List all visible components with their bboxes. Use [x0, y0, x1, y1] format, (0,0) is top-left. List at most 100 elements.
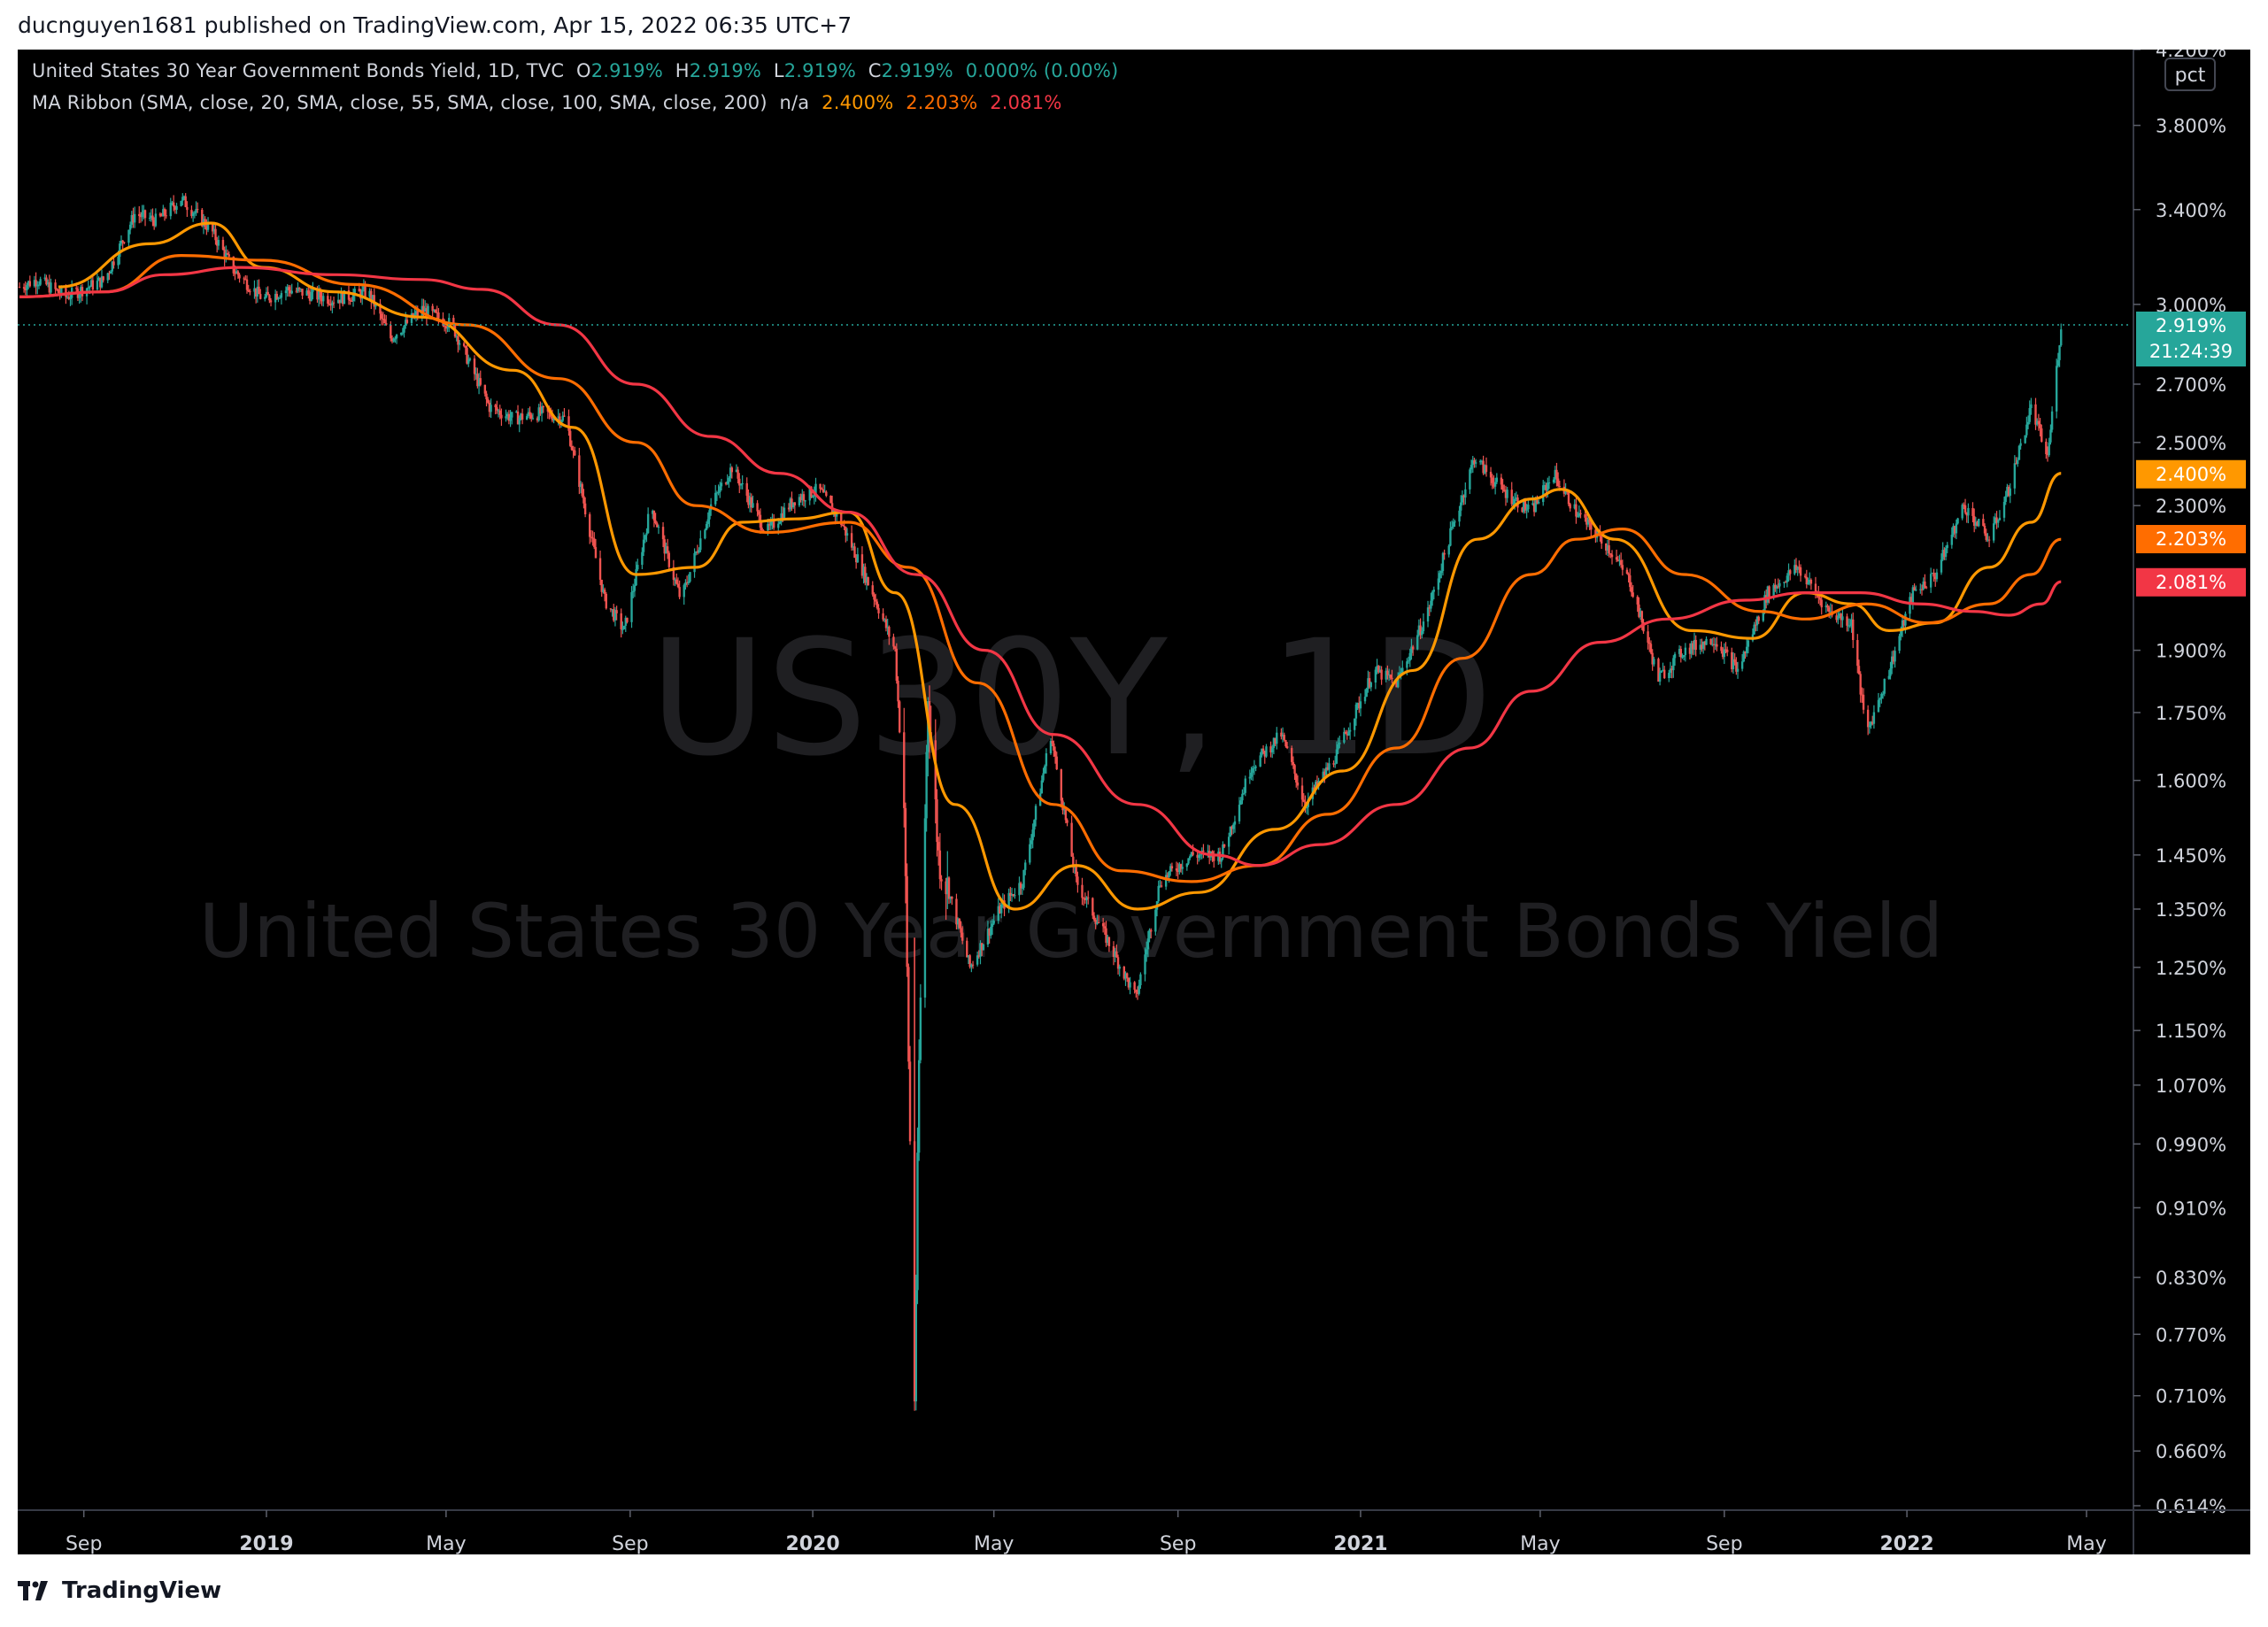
- candle-body: [360, 289, 364, 299]
- candle-body: [789, 498, 791, 510]
- candle-body: [1315, 782, 1319, 786]
- candle-body: [1794, 565, 1798, 570]
- candle-body: [1787, 570, 1790, 576]
- candle-body: [24, 288, 27, 290]
- candle-body: [1985, 533, 1987, 540]
- candle-body: [1332, 763, 1335, 765]
- price-tick-label: 3.400%: [2156, 200, 2226, 221]
- candle-body: [916, 1153, 919, 1291]
- price-tick-label: 0.990%: [2156, 1134, 2226, 1155]
- candle-body: [515, 411, 518, 413]
- candle-body: [854, 558, 858, 563]
- candle-body: [685, 582, 689, 583]
- symbol-legend[interactable]: United States 30 Year Government Bonds Y…: [32, 60, 1118, 81]
- candle-body: [1296, 782, 1300, 786]
- candle-body: [652, 511, 656, 520]
- candle-body: [823, 491, 826, 493]
- candle-body: [368, 290, 371, 297]
- tradingview-logo[interactable]: TradingView: [18, 1577, 221, 1604]
- candle-body: [2026, 421, 2030, 425]
- candle-body: [1534, 500, 1537, 513]
- close-label: C: [868, 60, 882, 81]
- candle-body: [1904, 613, 1907, 626]
- candle-body: [1218, 852, 1222, 862]
- candle-body: [235, 271, 238, 274]
- candle-body: [1417, 625, 1421, 636]
- time-axis[interactable]: Sep 2019 May Sep 2020 May Sep 2021 May Sep 2022 May: [18, 1509, 2250, 1554]
- candle-body: [979, 943, 982, 957]
- candle-body: [1385, 670, 1387, 680]
- price-tick-label: 2.300%: [2156, 496, 2226, 517]
- candle-body: [1416, 635, 1419, 650]
- candle-body: [1934, 576, 1937, 580]
- candle-body: [1410, 646, 1413, 653]
- candle-body: [45, 277, 48, 285]
- candle-body: [1484, 465, 1486, 474]
- candle-body: [427, 305, 429, 318]
- candle-body: [1464, 489, 1467, 498]
- candle-body: [434, 310, 437, 312]
- candle-body: [243, 278, 245, 280]
- candle-body: [904, 807, 907, 876]
- price-axis[interactable]: 4.200%3.800%3.400%3.000%2.700%2.500%2.30…: [2133, 50, 2226, 1554]
- candle-body: [897, 681, 899, 702]
- candle-body: [1701, 644, 1703, 650]
- open-label: O: [576, 60, 591, 81]
- candle-body: [2056, 359, 2060, 366]
- ma-lines-layer: [19, 221, 2062, 911]
- candle-body: [1261, 748, 1265, 752]
- candle-body: [1369, 682, 1372, 688]
- watermark: US30Y, 1D United States 30 Year Governme…: [199, 606, 1943, 975]
- candle-body: [1998, 517, 2002, 520]
- ma2-badge: 2.203%: [2156, 528, 2226, 550]
- chart-canvas[interactable]: US30Y, 1D United States 30 Year Governme…: [18, 50, 2250, 1554]
- candle-body: [1693, 639, 1696, 650]
- candle-body: [1606, 545, 1609, 551]
- candle-body: [1326, 767, 1329, 770]
- candle-body: [1590, 522, 1593, 530]
- candle-body: [780, 513, 783, 522]
- candle-body: [574, 450, 576, 456]
- candle-body: [1250, 772, 1253, 777]
- candle-body: [1031, 829, 1034, 841]
- candle-body: [1510, 490, 1513, 505]
- candle-body: [822, 489, 825, 493]
- candle-body: [1625, 569, 1629, 574]
- candle-body: [1118, 967, 1121, 969]
- candle-body: [588, 514, 591, 537]
- candle-body: [1569, 504, 1571, 509]
- candle-body: [424, 308, 427, 312]
- candle-body: [1755, 616, 1759, 626]
- candle-body: [1473, 459, 1476, 464]
- candle-body: [1062, 809, 1066, 811]
- candle-body: [99, 277, 102, 288]
- candle-body: [228, 254, 230, 257]
- candle-body: [1847, 625, 1850, 627]
- candle-body: [521, 413, 524, 420]
- candle-body: [1185, 863, 1189, 867]
- high-value: 2.919%: [689, 60, 762, 81]
- candle-body: [399, 333, 403, 335]
- candle-body: [278, 297, 282, 299]
- chart-pane[interactable]: US30Y, 1D United States 30 Year Governme…: [18, 50, 2250, 1554]
- candle-body: [181, 197, 184, 201]
- candle-body: [1439, 573, 1441, 579]
- candle-body: [180, 200, 182, 206]
- candle-body: [967, 955, 970, 958]
- candle-body: [1745, 646, 1748, 653]
- price-tick-label: 2.500%: [2156, 433, 2226, 454]
- candle-body: [327, 296, 329, 305]
- candle-body: [1471, 459, 1474, 466]
- candle-body: [259, 294, 262, 299]
- candle-body: [539, 407, 542, 414]
- candle-body: [582, 496, 585, 504]
- ma-ribbon-legend[interactable]: MA Ribbon (SMA, close, 20, SMA, close, 5…: [32, 92, 1062, 113]
- candle-body: [1857, 666, 1861, 675]
- candle-body: [2034, 404, 2037, 425]
- candle-body: [1356, 703, 1359, 705]
- candle-body: [112, 261, 115, 266]
- candle-body: [297, 288, 301, 289]
- candle-body: [1547, 482, 1549, 491]
- ma3-badge: 2.081%: [2156, 572, 2226, 593]
- candle-body: [1491, 477, 1493, 483]
